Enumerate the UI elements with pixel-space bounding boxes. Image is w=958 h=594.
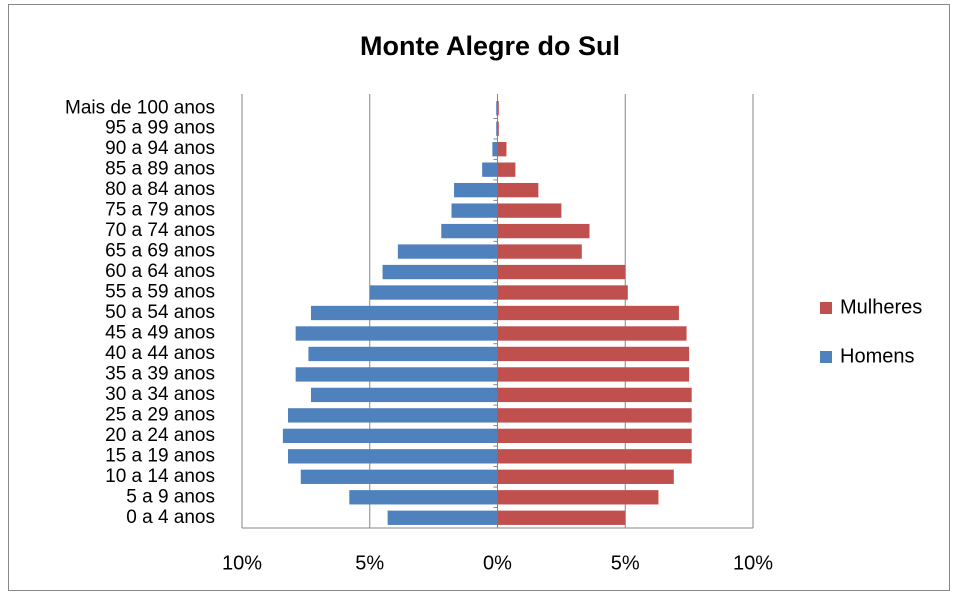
bar — [397, 244, 498, 259]
y-tick-label: 25 a 29 anos — [105, 404, 215, 425]
y-tick-label: 60 a 64 anos — [105, 261, 215, 282]
x-tick-label: 10% — [222, 552, 262, 574]
bar — [497, 367, 690, 382]
bar — [349, 490, 498, 505]
legend-label: Homens — [840, 345, 914, 367]
chart-title: Monte Alegre do Sul — [360, 31, 620, 61]
bar — [497, 469, 674, 484]
x-tick-label: 10% — [733, 552, 773, 574]
y-tick-label: 85 a 89 anos — [105, 159, 215, 180]
bar — [497, 408, 692, 423]
bar — [497, 203, 562, 218]
bar — [482, 162, 498, 177]
y-tick-label: 95 a 99 anos — [105, 118, 215, 139]
bar — [497, 101, 499, 116]
bar — [382, 264, 498, 280]
bar — [497, 244, 582, 259]
bar — [497, 490, 659, 505]
bar — [496, 121, 498, 136]
y-tick-label: 55 a 59 anos — [105, 282, 215, 303]
y-tick-label: 10 a 14 anos — [105, 466, 215, 487]
y-tick-label: 75 a 79 anos — [105, 200, 215, 221]
bar — [497, 142, 507, 157]
y-tick-label: 45 a 49 anos — [105, 322, 215, 343]
bar — [369, 285, 498, 300]
bar — [300, 469, 498, 484]
y-tick-label: 80 a 84 anos — [105, 179, 215, 200]
y-tick-label: 70 a 74 anos — [105, 220, 215, 241]
y-tick-label: Mais de 100 anos — [65, 97, 215, 118]
legend-label: Mulheres — [840, 296, 922, 318]
bar — [295, 326, 498, 341]
y-tick-label: 0 a 4 anos — [126, 507, 215, 528]
bar — [497, 285, 628, 300]
bar — [287, 449, 498, 464]
bar — [451, 203, 498, 218]
bar — [497, 121, 499, 136]
bar — [496, 101, 498, 116]
bar — [492, 142, 498, 157]
bar — [497, 182, 539, 198]
bar — [497, 346, 690, 362]
bar — [454, 182, 498, 198]
bar — [497, 510, 626, 525]
y-tick-label: 30 a 34 anos — [105, 384, 215, 405]
y-tick-label: 40 a 44 anos — [105, 343, 215, 364]
bar — [295, 367, 498, 382]
bar — [287, 408, 498, 423]
bar — [441, 223, 498, 239]
bar — [497, 428, 692, 444]
y-tick-label: 35 a 39 anos — [105, 363, 215, 384]
y-tick-label: 5 a 9 anos — [126, 486, 215, 507]
bar — [497, 326, 687, 341]
bar — [282, 428, 498, 444]
y-tick-label: 20 a 24 anos — [105, 425, 215, 446]
bar — [308, 346, 498, 362]
bar — [310, 387, 498, 403]
legend-swatch — [820, 351, 832, 363]
y-tick-label: 65 a 69 anos — [105, 241, 215, 262]
bar — [497, 305, 679, 321]
bar — [497, 387, 692, 403]
bar — [497, 449, 692, 464]
y-tick-label: 50 a 54 anos — [105, 302, 215, 323]
bar — [497, 162, 516, 177]
x-tick-label: 0% — [483, 552, 512, 574]
legend-swatch — [820, 302, 832, 314]
bar — [387, 510, 498, 525]
bar — [497, 264, 626, 280]
x-tick-label: 5% — [355, 552, 384, 574]
y-tick-label: 15 a 19 anos — [105, 445, 215, 466]
x-tick-label: 5% — [611, 552, 640, 574]
bar — [497, 223, 590, 239]
y-tick-label: 90 a 94 anos — [105, 138, 215, 159]
bar — [310, 305, 498, 321]
